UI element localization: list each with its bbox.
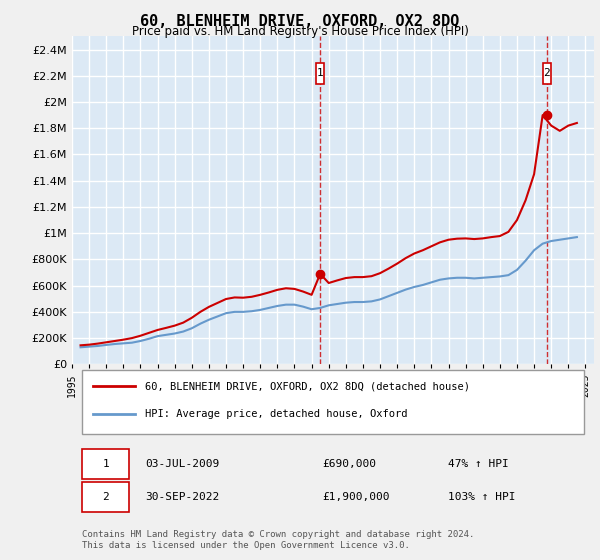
Text: 47% ↑ HPI: 47% ↑ HPI bbox=[448, 459, 509, 469]
Text: 60, BLENHEIM DRIVE, OXFORD, OX2 8DQ (detached house): 60, BLENHEIM DRIVE, OXFORD, OX2 8DQ (det… bbox=[145, 381, 470, 391]
Text: HPI: Average price, detached house, Oxford: HPI: Average price, detached house, Oxfo… bbox=[145, 409, 407, 419]
Text: 2: 2 bbox=[103, 492, 109, 502]
Text: 2: 2 bbox=[544, 68, 550, 78]
FancyBboxPatch shape bbox=[542, 63, 551, 83]
Text: Contains HM Land Registry data © Crown copyright and database right 2024.
This d: Contains HM Land Registry data © Crown c… bbox=[82, 530, 475, 550]
Text: 60, BLENHEIM DRIVE, OXFORD, OX2 8DQ: 60, BLENHEIM DRIVE, OXFORD, OX2 8DQ bbox=[140, 14, 460, 29]
FancyBboxPatch shape bbox=[82, 482, 130, 512]
FancyBboxPatch shape bbox=[82, 449, 130, 479]
Text: Price paid vs. HM Land Registry's House Price Index (HPI): Price paid vs. HM Land Registry's House … bbox=[131, 25, 469, 38]
Text: £1,900,000: £1,900,000 bbox=[323, 492, 390, 502]
Text: 30-SEP-2022: 30-SEP-2022 bbox=[145, 492, 220, 502]
FancyBboxPatch shape bbox=[316, 63, 325, 83]
Text: 1: 1 bbox=[317, 68, 323, 78]
Text: 1: 1 bbox=[103, 459, 109, 469]
Text: £690,000: £690,000 bbox=[323, 459, 377, 469]
Text: 03-JUL-2009: 03-JUL-2009 bbox=[145, 459, 220, 469]
Text: 103% ↑ HPI: 103% ↑ HPI bbox=[448, 492, 515, 502]
FancyBboxPatch shape bbox=[82, 370, 584, 435]
